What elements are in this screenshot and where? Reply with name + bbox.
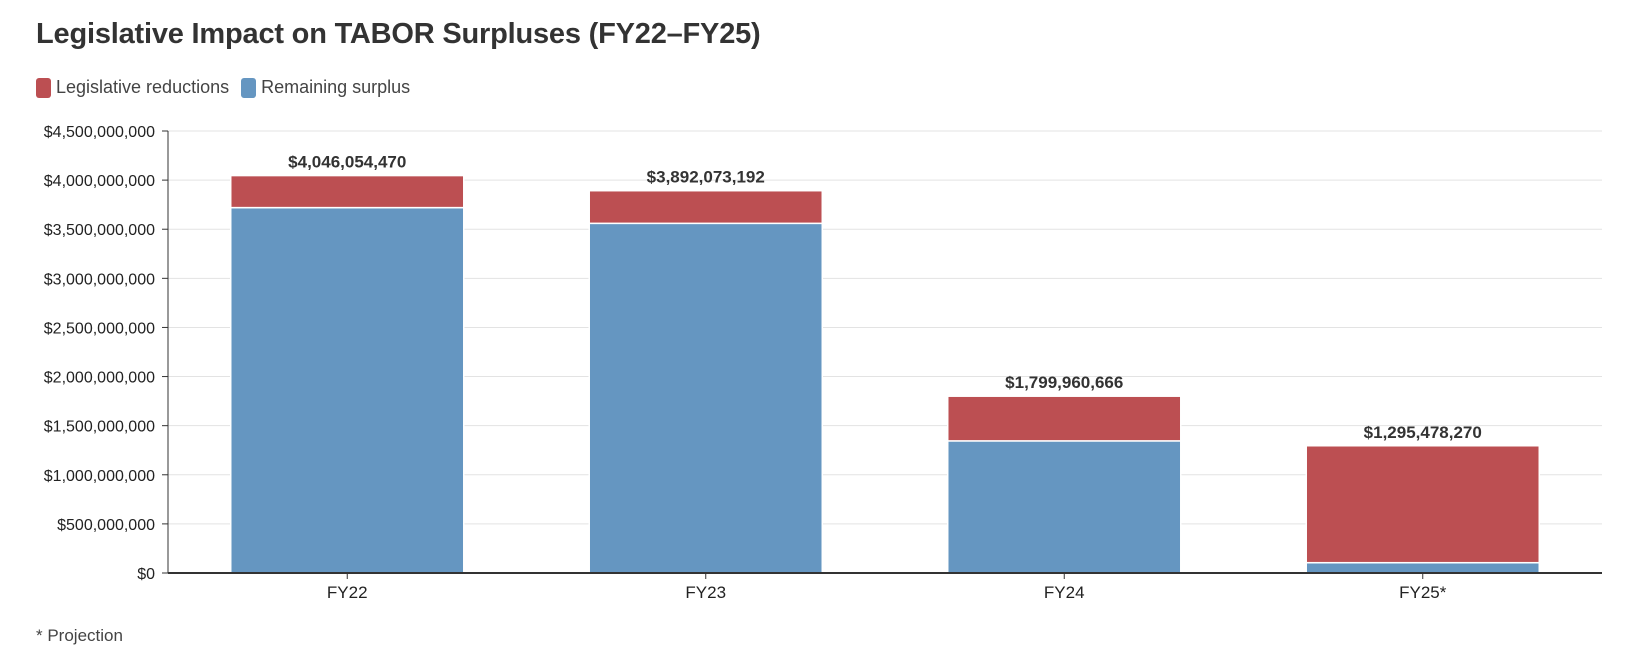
x-tick-label: FY24 bbox=[1044, 583, 1085, 602]
bar-legislative-reductions bbox=[946, 395, 1182, 442]
legend-swatch-legislative-reductions bbox=[36, 77, 51, 98]
bar-remaining-surplus bbox=[229, 206, 465, 574]
legend-label-legislative-reductions: Legislative reductions bbox=[56, 77, 230, 97]
y-tick-label: $1,000,000,000 bbox=[44, 468, 155, 485]
bar-total-label: $3,892,073,192 bbox=[647, 168, 765, 187]
bar-remaining-surplus bbox=[1305, 561, 1541, 574]
y-tick-label: $3,500,000,000 bbox=[44, 222, 155, 239]
x-tick-label: FY25* bbox=[1399, 583, 1447, 602]
footnote: * Projection bbox=[36, 626, 123, 645]
y-tick-label: $3,000,000,000 bbox=[44, 271, 155, 288]
y-tick-label: $4,000,000,000 bbox=[44, 173, 155, 190]
y-tick-label: $1,500,000,000 bbox=[44, 419, 155, 436]
bar-remaining-surplus bbox=[946, 440, 1182, 574]
y-tick-label: $500,000,000 bbox=[57, 517, 155, 534]
legend-label-remaining-surplus: Remaining surplus bbox=[261, 77, 411, 97]
chart-title: Legislative Impact on TABOR Surpluses (F… bbox=[36, 18, 761, 50]
bar-remaining-surplus bbox=[588, 222, 824, 574]
bar-legislative-reductions bbox=[588, 189, 824, 225]
legend-swatch-remaining-surplus bbox=[241, 77, 257, 98]
y-tick-label: $2,500,000,000 bbox=[44, 320, 155, 337]
y-tick-label: $0 bbox=[137, 566, 155, 583]
y-tick-label: $4,500,000,000 bbox=[44, 124, 155, 141]
legend-item-legislative-reductions: Legislative reductions bbox=[36, 77, 229, 98]
x-tick-label: FY22 bbox=[327, 583, 368, 602]
bar-total-label: $1,799,960,666 bbox=[1005, 373, 1123, 392]
bar-legislative-reductions bbox=[229, 174, 465, 209]
legend: Legislative reductions Remaining surplus bbox=[36, 77, 422, 98]
x-tick-label: FY23 bbox=[685, 583, 726, 602]
bar-total-label: $1,295,478,270 bbox=[1364, 423, 1482, 442]
y-tick-label: $2,000,000,000 bbox=[44, 370, 155, 387]
bar-legislative-reductions bbox=[1305, 445, 1541, 564]
bar-total-label: $4,046,054,470 bbox=[288, 153, 406, 172]
legend-item-remaining-surplus: Remaining surplus bbox=[241, 77, 410, 98]
